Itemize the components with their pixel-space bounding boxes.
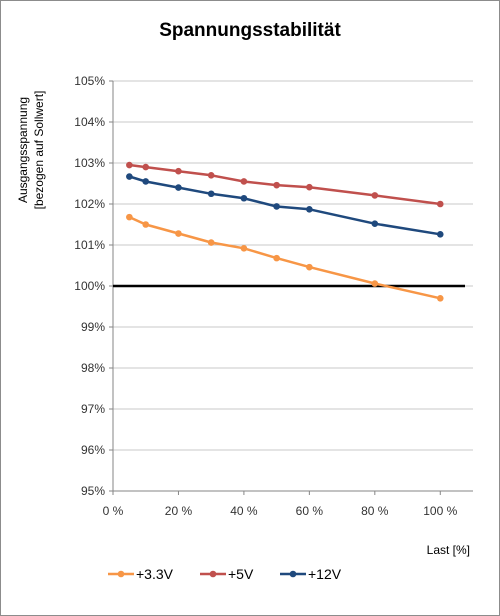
y-tick-label: 97% — [81, 402, 105, 416]
data-point — [175, 184, 182, 191]
y-axis-label-line-1: Ausgangsspannung — [16, 97, 30, 203]
x-tick-label: 40 % — [230, 504, 258, 518]
data-point — [126, 173, 133, 180]
data-point — [273, 181, 280, 189]
x-tick-label: 60 % — [296, 504, 324, 518]
data-point — [436, 231, 444, 238]
y-tick-label: 96% — [81, 443, 105, 457]
data-point — [207, 190, 215, 198]
data-point — [371, 220, 379, 227]
legend-label: +3.3V — [136, 566, 174, 582]
x-tick-label: 100 % — [423, 504, 457, 518]
data-point — [306, 263, 313, 271]
data-point — [273, 203, 280, 210]
x-tick-label: 20 % — [165, 504, 193, 518]
data-point — [207, 239, 215, 246]
legend-marker — [289, 570, 297, 578]
y-tick-label: 103% — [74, 156, 105, 170]
x-axis-label: Last [%] — [427, 543, 470, 557]
y-tick-label: 102% — [74, 197, 105, 211]
y-tick-labels: 95% 96% 97% 98% 99% 100% 101% 102% 103% 104% 105% — [74, 74, 105, 498]
y-tick-label: 104% — [74, 115, 105, 129]
data-point — [306, 206, 313, 213]
data-point — [207, 172, 215, 179]
data-point — [240, 244, 248, 252]
legend-marker — [117, 570, 125, 578]
legend-label: +12V — [308, 566, 342, 582]
data-point — [175, 230, 182, 237]
data-point — [126, 213, 133, 221]
data-point — [126, 161, 133, 169]
data-point — [142, 163, 150, 171]
data-point — [142, 178, 150, 185]
y-tick-label: 98% — [81, 361, 105, 375]
legend-label: +5V — [228, 566, 254, 582]
data-point — [371, 280, 379, 287]
data-point — [240, 194, 248, 202]
y-tick-label: 100% — [74, 279, 105, 293]
data-point — [175, 167, 182, 175]
y-tick-label: 95% — [81, 484, 105, 498]
data-point — [306, 183, 313, 191]
y-axis-label: Ausgangsspannung [bezogen auf Sollwert] — [16, 91, 46, 210]
axes — [109, 80, 473, 495]
y-axis-label-line-2: [bezogen auf Sollwert] — [32, 91, 46, 210]
y-tick-label: 101% — [74, 238, 105, 252]
data-point — [273, 254, 280, 262]
y-tick-label: 99% — [81, 320, 105, 334]
data-point — [142, 221, 150, 228]
x-tick-label: 80 % — [361, 504, 389, 518]
data-point — [436, 200, 444, 208]
legend: +3.3V +5V +12V — [108, 566, 342, 582]
series-group — [126, 161, 444, 302]
data-point — [240, 178, 248, 185]
data-point — [371, 192, 379, 199]
data-point — [436, 295, 444, 302]
chart-title: Spannungsstabilität — [159, 20, 341, 41]
y-tick-label: 105% — [74, 74, 105, 88]
x-tick-label: 0 % — [103, 504, 124, 518]
x-tick-labels: 0 % 20 % 40 % 60 % 80 % 100 % — [103, 504, 458, 518]
legend-marker — [209, 570, 217, 578]
